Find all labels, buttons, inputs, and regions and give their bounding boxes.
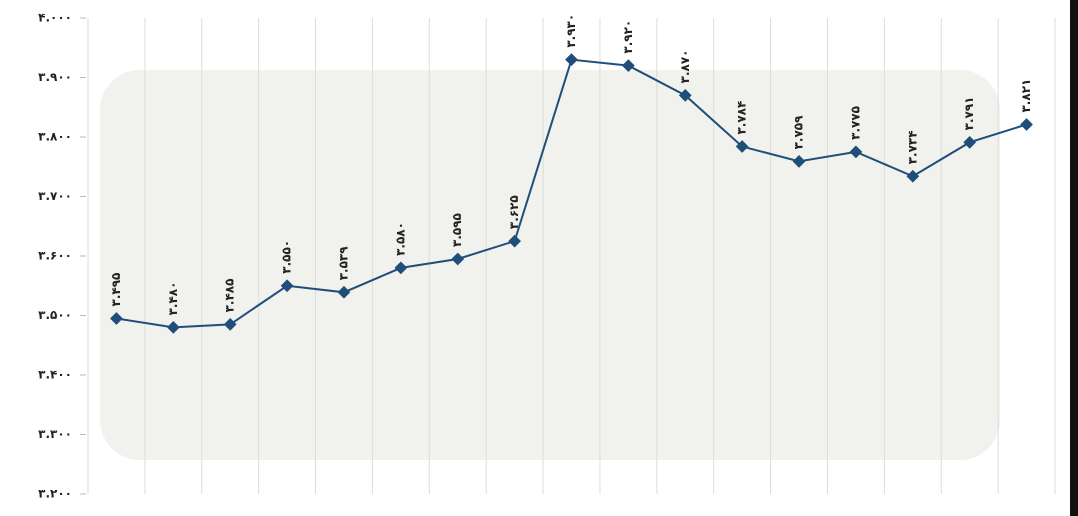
y-tick-label: ۳.۲۰۰ — [38, 487, 72, 501]
data-label: ۳.۴۸۵ — [223, 279, 237, 313]
marker — [110, 312, 123, 325]
data-label: ۳.۵۸۰ — [393, 222, 407, 256]
y-tick-label: ۳.۶۰۰ — [38, 249, 72, 263]
data-label: ۳.۴۹۵ — [109, 273, 123, 307]
data-label: ۳.۸۷۰ — [678, 49, 692, 83]
y-tick-label: ۴.۰۰۰ — [38, 11, 72, 25]
data-label: ۳.۷۷۵ — [848, 106, 862, 140]
y-tick-label: ۳.۹۰۰ — [38, 70, 72, 84]
marker — [337, 285, 351, 299]
y-tick-label: ۳.۴۰۰ — [38, 368, 72, 382]
edge — [1070, 0, 1078, 516]
marker — [166, 321, 180, 334]
data-label: ۳.۵۹۵ — [450, 213, 464, 247]
data-label: ۳.۷۵۹ — [792, 115, 806, 150]
y-tick-label: ۳.۵۰۰ — [38, 308, 72, 322]
data-label: ۳.۹۲۰ — [621, 20, 635, 54]
data-label: ۳.۷۸۴ — [735, 101, 749, 135]
data-label: ۳.۸۲۱ — [1019, 79, 1033, 113]
data-label: ۳.۵۵۰ — [280, 240, 294, 274]
marker — [223, 318, 237, 331]
marker — [508, 234, 521, 248]
y-tick-label: ۳.۳۰۰ — [38, 427, 72, 441]
money-backdrop — [100, 70, 1000, 460]
data-label: ۳.۶۲۵ — [507, 195, 521, 229]
marker — [280, 279, 294, 293]
marker — [394, 261, 408, 275]
data-label: ۳.۵۳۹ — [336, 246, 350, 281]
data-label: ۳.۹۳۰ — [564, 14, 578, 48]
marker — [451, 252, 465, 266]
data-label: ۳.۴۸۰ — [166, 282, 180, 316]
data-label: ۳.۷۳۴ — [905, 130, 919, 164]
y-tick-label: ۳.۷۰۰ — [38, 189, 72, 203]
y-tick-label: ۳.۸۰۰ — [38, 130, 72, 144]
data-label: ۳.۷۹۱ — [962, 96, 976, 130]
